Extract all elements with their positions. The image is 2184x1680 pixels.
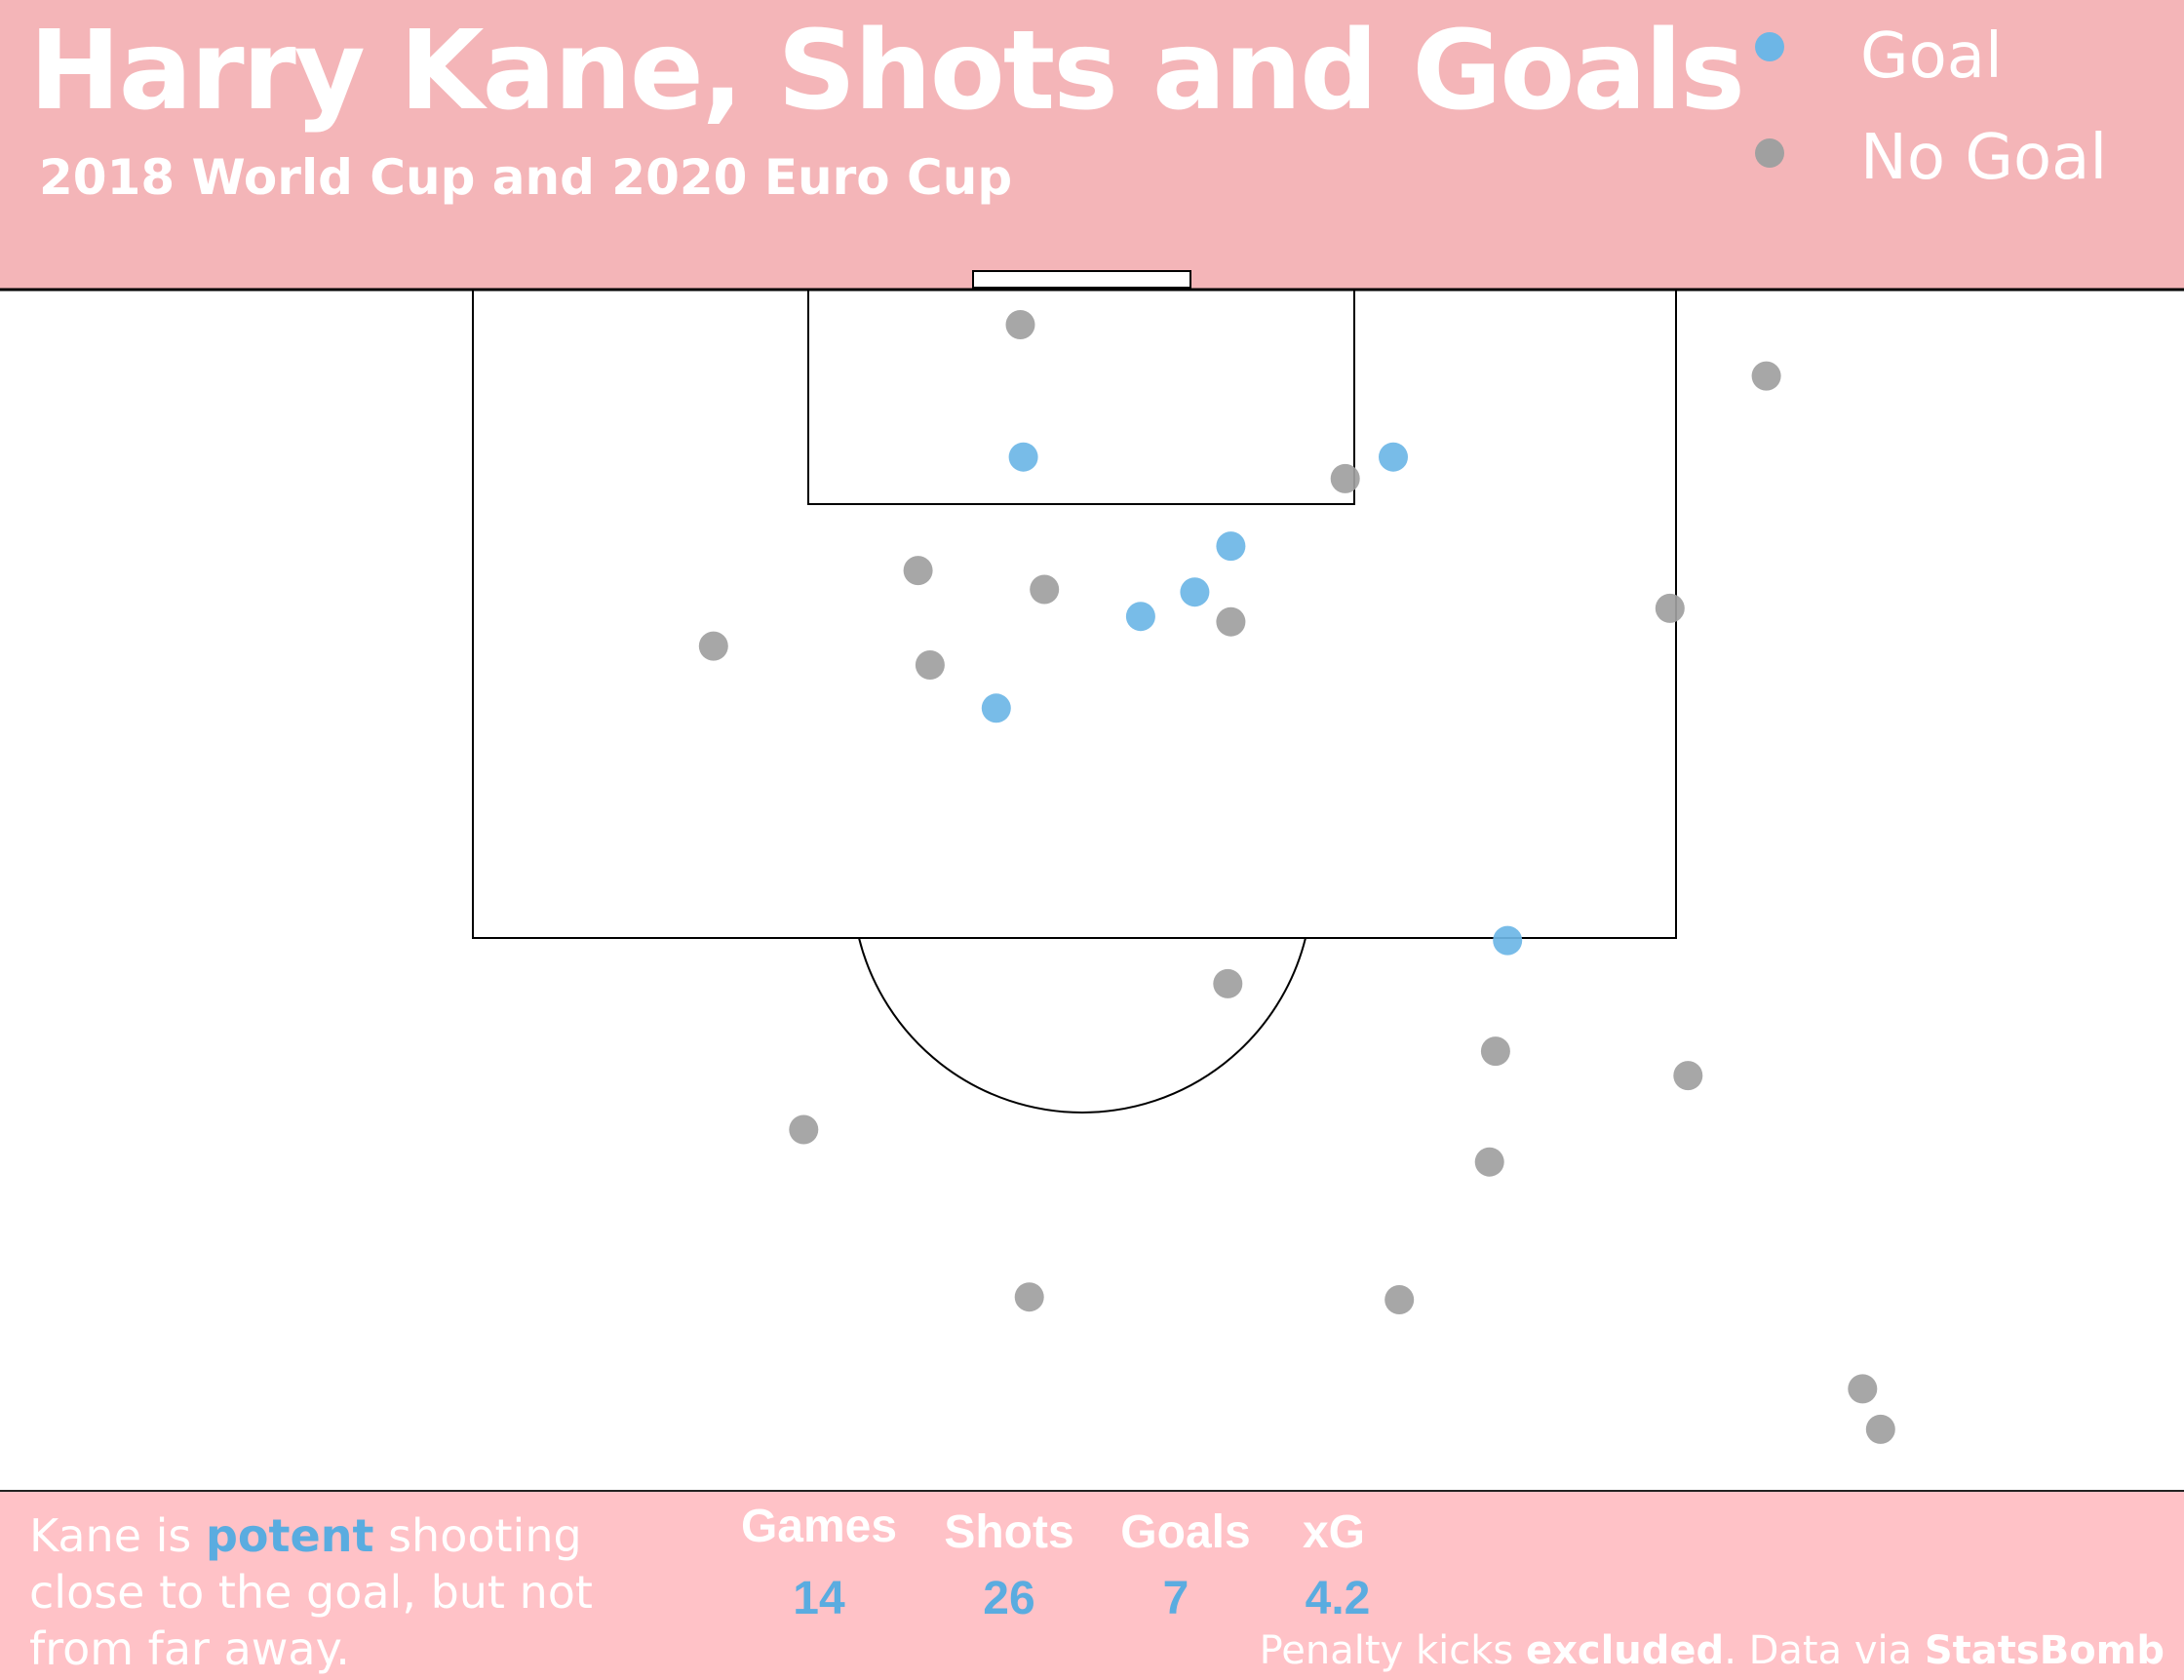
shot-point-no-goal-8 <box>698 631 728 661</box>
footnote-bold-excluded: excluded <box>1525 1628 1725 1673</box>
shot-point-no-goal-10 <box>1213 968 1243 998</box>
footnote-text-1: Penalty kicks <box>1259 1628 1526 1673</box>
shot-point-no-goal-3 <box>1330 463 1360 493</box>
stat-shots-label: Shots <box>944 1506 1074 1558</box>
stat-goals-label: Goals <box>1120 1506 1251 1558</box>
shot-point-goal-2 <box>1379 442 1408 472</box>
goal-frame <box>972 270 1191 289</box>
shot-point-no-goal-13 <box>789 1114 819 1145</box>
pitch-lines <box>0 270 2184 1113</box>
penalty-arc <box>858 937 1306 1113</box>
stat-games-value: 14 <box>793 1573 845 1624</box>
shot-point-goal-6 <box>981 693 1011 723</box>
shot-point-no-goal-14 <box>1474 1147 1504 1177</box>
shot-point-no-goal-2 <box>1751 361 1781 391</box>
legend-label-goal: Goal <box>1860 20 2003 93</box>
pitch-plot <box>0 270 2184 1444</box>
legend-marker-no-goal <box>1755 138 1784 168</box>
shot-markers <box>698 310 1895 1444</box>
shot-point-no-goal-17 <box>1848 1374 1878 1404</box>
stat-xg-value: 4.2 <box>1305 1573 1371 1624</box>
shot-point-goal-3 <box>1216 531 1246 562</box>
legend-label-no-goal: No Goal <box>1860 122 2108 194</box>
chart-subtitle: 2018 World Cup and 2020 Euro Cup <box>39 149 1013 206</box>
shot-point-no-goal-11 <box>1480 1036 1510 1067</box>
shot-point-no-goal-15 <box>1014 1282 1044 1312</box>
shot-point-no-goal-5 <box>1030 574 1060 605</box>
insight-highlight: potent <box>206 1509 374 1562</box>
shot-point-goal-5 <box>1125 602 1155 632</box>
shot-point-no-goal-9 <box>915 650 945 680</box>
header-banner: Harry Kane, Shots and Goals 2018 World C… <box>0 0 2184 289</box>
six-yard-box <box>807 289 1355 505</box>
shot-point-goal-1 <box>1008 442 1038 472</box>
stat-games-label: Games <box>740 1501 898 1552</box>
shot-point-goal-7 <box>1493 925 1523 956</box>
stat-xg-label: xG <box>1302 1506 1366 1558</box>
insight-text: Kane is potent shooting close to the goa… <box>29 1507 653 1677</box>
shot-point-no-goal-12 <box>1673 1061 1703 1091</box>
chart-title: Harry Kane, Shots and Goals <box>29 8 1745 135</box>
stat-goals-value: 7 <box>1162 1573 1190 1624</box>
insight-text-lead: Kane is <box>29 1509 206 1562</box>
shot-point-no-goal-16 <box>1384 1285 1415 1314</box>
shot-point-no-goal-6 <box>1216 606 1246 637</box>
shot-point-no-goal-7 <box>1655 593 1685 623</box>
footnote: Penalty kicks excluded. Data via StatsBo… <box>1260 1626 2164 1675</box>
penalty-area <box>472 289 1677 939</box>
legend-marker-goal <box>1755 32 1784 61</box>
shot-point-no-goal-1 <box>1005 310 1035 339</box>
footer-panel: Kane is potent shooting close to the goa… <box>0 1490 2184 1680</box>
shot-point-goal-4 <box>1180 577 1210 607</box>
footnote-bold-source: StatsBomb <box>1924 1628 2164 1673</box>
shot-point-no-goal-4 <box>903 556 933 586</box>
shot-point-no-goal-18 <box>1865 1414 1895 1444</box>
stat-shots-value: 26 <box>983 1573 1035 1624</box>
insight-text-rest: shooting close to the goal, but not from… <box>29 1509 593 1675</box>
footnote-text-2: . Data via <box>1724 1628 1925 1673</box>
